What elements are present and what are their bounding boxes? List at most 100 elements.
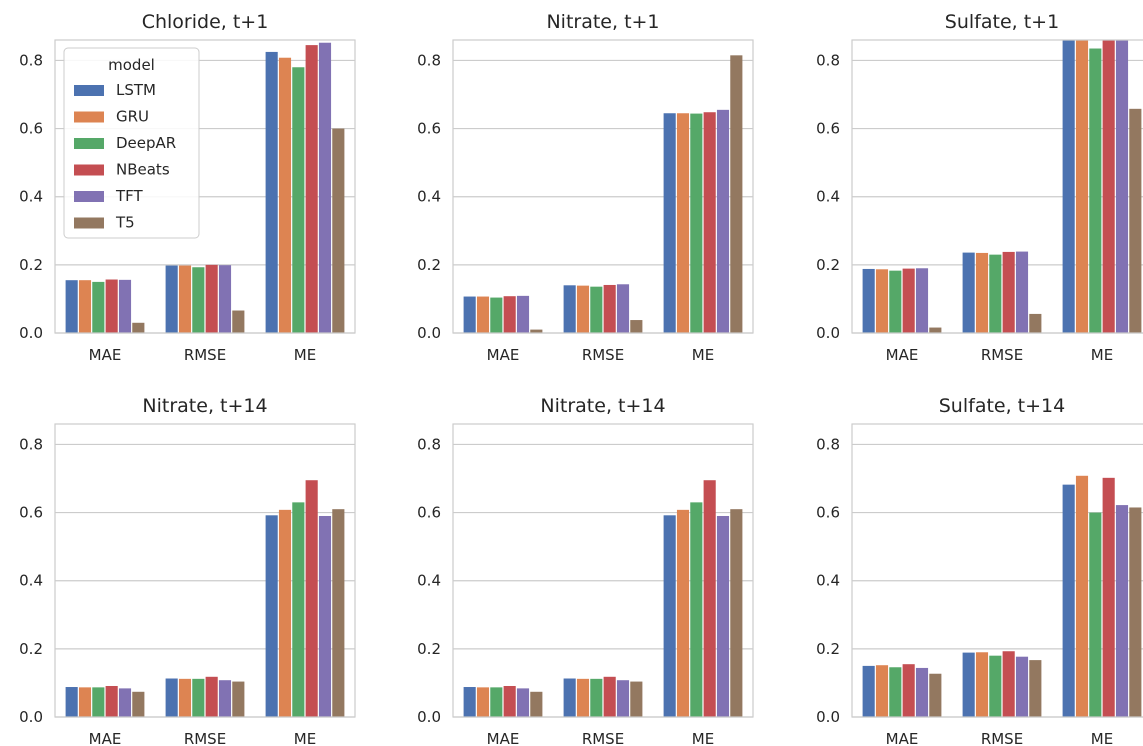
bar-lstm-me (1062, 484, 1075, 717)
y-tick-label: 0.6 (417, 504, 441, 522)
x-tick-label: MAE (89, 346, 122, 364)
bar-nbeats-me (1102, 477, 1115, 717)
bar-t5-rmse (1029, 660, 1042, 717)
y-tick-label: 0.0 (417, 708, 441, 726)
legend-label-deepar: DeepAR (116, 134, 176, 152)
bar-lstm-me (265, 515, 278, 717)
bar-deepar-rmse (590, 286, 603, 333)
bar-deepar-me (292, 502, 305, 717)
bar-lstm-mae (65, 280, 78, 333)
bar-nbeats-mae (902, 664, 915, 717)
bar-deepar-mae (490, 297, 503, 333)
bar-tft-rmse (218, 680, 232, 717)
bar-tft-rmse (1015, 656, 1029, 717)
bar-t5-mae (530, 329, 543, 333)
bar-gru-rmse (178, 678, 192, 717)
bar-deepar-me (292, 67, 305, 334)
bar-t5-rmse (232, 310, 245, 333)
y-tick-label: 0.6 (417, 120, 441, 138)
subplot-title: Nitrate, t+1 (546, 11, 659, 33)
bar-deepar-rmse (192, 267, 205, 333)
x-tick-label: ME (1091, 346, 1113, 364)
y-tick-label: 0.0 (417, 324, 441, 342)
legend-swatch-t5 (74, 217, 104, 229)
plot-area (453, 424, 753, 717)
bar-tft-mae (516, 688, 530, 717)
bar-tft-mae (516, 295, 530, 333)
y-tick-label: 0.4 (417, 188, 441, 206)
bar-tft-mae (915, 667, 929, 717)
bar-lstm-mae (862, 268, 875, 333)
x-tick-label: RMSE (981, 730, 1023, 746)
plot-area (55, 424, 355, 717)
bar-tft-rmse (1015, 251, 1029, 333)
bar-gru-mae (875, 665, 889, 717)
bar-tft-mae (915, 268, 929, 333)
y-tick-label: 0.4 (417, 572, 441, 590)
legend-swatch-nbeats (74, 164, 104, 176)
bar-deepar-mae (889, 270, 902, 333)
y-tick-label: 0.2 (417, 640, 441, 658)
bar-nbeats-mae (105, 685, 118, 717)
bar-deepar-mae (889, 667, 902, 717)
x-tick-label: MAE (487, 346, 520, 364)
bar-t5-mae (132, 322, 145, 333)
y-tick-label: 0.8 (417, 435, 441, 453)
subplot-4: 0.0 0.2 0.4 0.6 0.8 MAE RMSE ME Nitrate, t+14 (19, 395, 356, 746)
bar-lstm-mae (463, 687, 476, 717)
bar-gru-mae (78, 687, 92, 717)
plot-frame (851, 39, 1143, 334)
bar-nbeats-me (1102, 40, 1115, 333)
bar-gru-mae (875, 269, 889, 333)
legend-swatch-tft (74, 191, 104, 202)
bar-nbeats-mae (503, 296, 516, 333)
plot-frame (452, 423, 754, 718)
bar-lstm-rmse (165, 678, 178, 717)
y-tick-label: 0.8 (19, 435, 43, 453)
bar-nbeats-me (703, 112, 716, 333)
bar-gru-rmse (975, 652, 989, 717)
y-tick-label: 0.4 (816, 572, 840, 590)
bar-deepar-me (690, 502, 703, 717)
plot-frame (54, 423, 356, 718)
bar-nbeats-me (703, 480, 716, 717)
bar-t5-rmse (1029, 313, 1042, 333)
bar-tft-rmse (616, 680, 630, 717)
y-tick-label: 0.2 (816, 640, 840, 658)
bar-deepar-me (1089, 48, 1102, 333)
subplot-5: 0.0 0.2 0.4 0.6 0.8 MAE RMSE ME Nitrate, t+14 (417, 395, 754, 746)
y-tick-label: 0.8 (816, 435, 840, 453)
bar-nbeats-mae (902, 268, 915, 333)
x-tick-label: RMSE (582, 346, 624, 364)
bar-lstm-mae (862, 665, 875, 717)
legend-title: model (108, 56, 155, 74)
bar-lstm-rmse (165, 265, 178, 333)
x-tick-label: RMSE (981, 346, 1023, 364)
bar-gru-mae (476, 687, 490, 717)
bar-tft-mae (118, 688, 132, 717)
bar-lstm-me (663, 113, 676, 333)
bar-t5-mae (929, 673, 942, 717)
bar-tft-me (318, 515, 332, 717)
y-tick-label: 0.6 (19, 120, 43, 138)
subplot-6: 0.0 0.2 0.4 0.6 0.8 MAE RMSE ME Sulfate, t+14 (816, 395, 1143, 746)
bar-gru-rmse (576, 678, 590, 717)
bar-nbeats-rmse (1002, 251, 1015, 333)
bar-nbeats-rmse (603, 676, 616, 717)
y-tick-label: 0.0 (19, 324, 43, 342)
bar-t5-me (1129, 108, 1142, 334)
bar-tft-me (1115, 40, 1129, 333)
bar-tft-rmse (218, 265, 232, 333)
y-tick-label: 0.2 (19, 640, 43, 658)
y-tick-label: 0.4 (19, 188, 43, 206)
x-tick-label: MAE (886, 730, 919, 746)
bar-deepar-me (1089, 512, 1102, 717)
plot-frame (54, 39, 356, 334)
bar-gru-me (278, 509, 292, 717)
x-tick-label: RMSE (184, 730, 226, 746)
x-tick-label: ME (692, 730, 714, 746)
bar-tft-mae (118, 279, 132, 333)
bar-t5-mae (929, 327, 942, 333)
y-tick-label: 0.8 (19, 51, 43, 69)
